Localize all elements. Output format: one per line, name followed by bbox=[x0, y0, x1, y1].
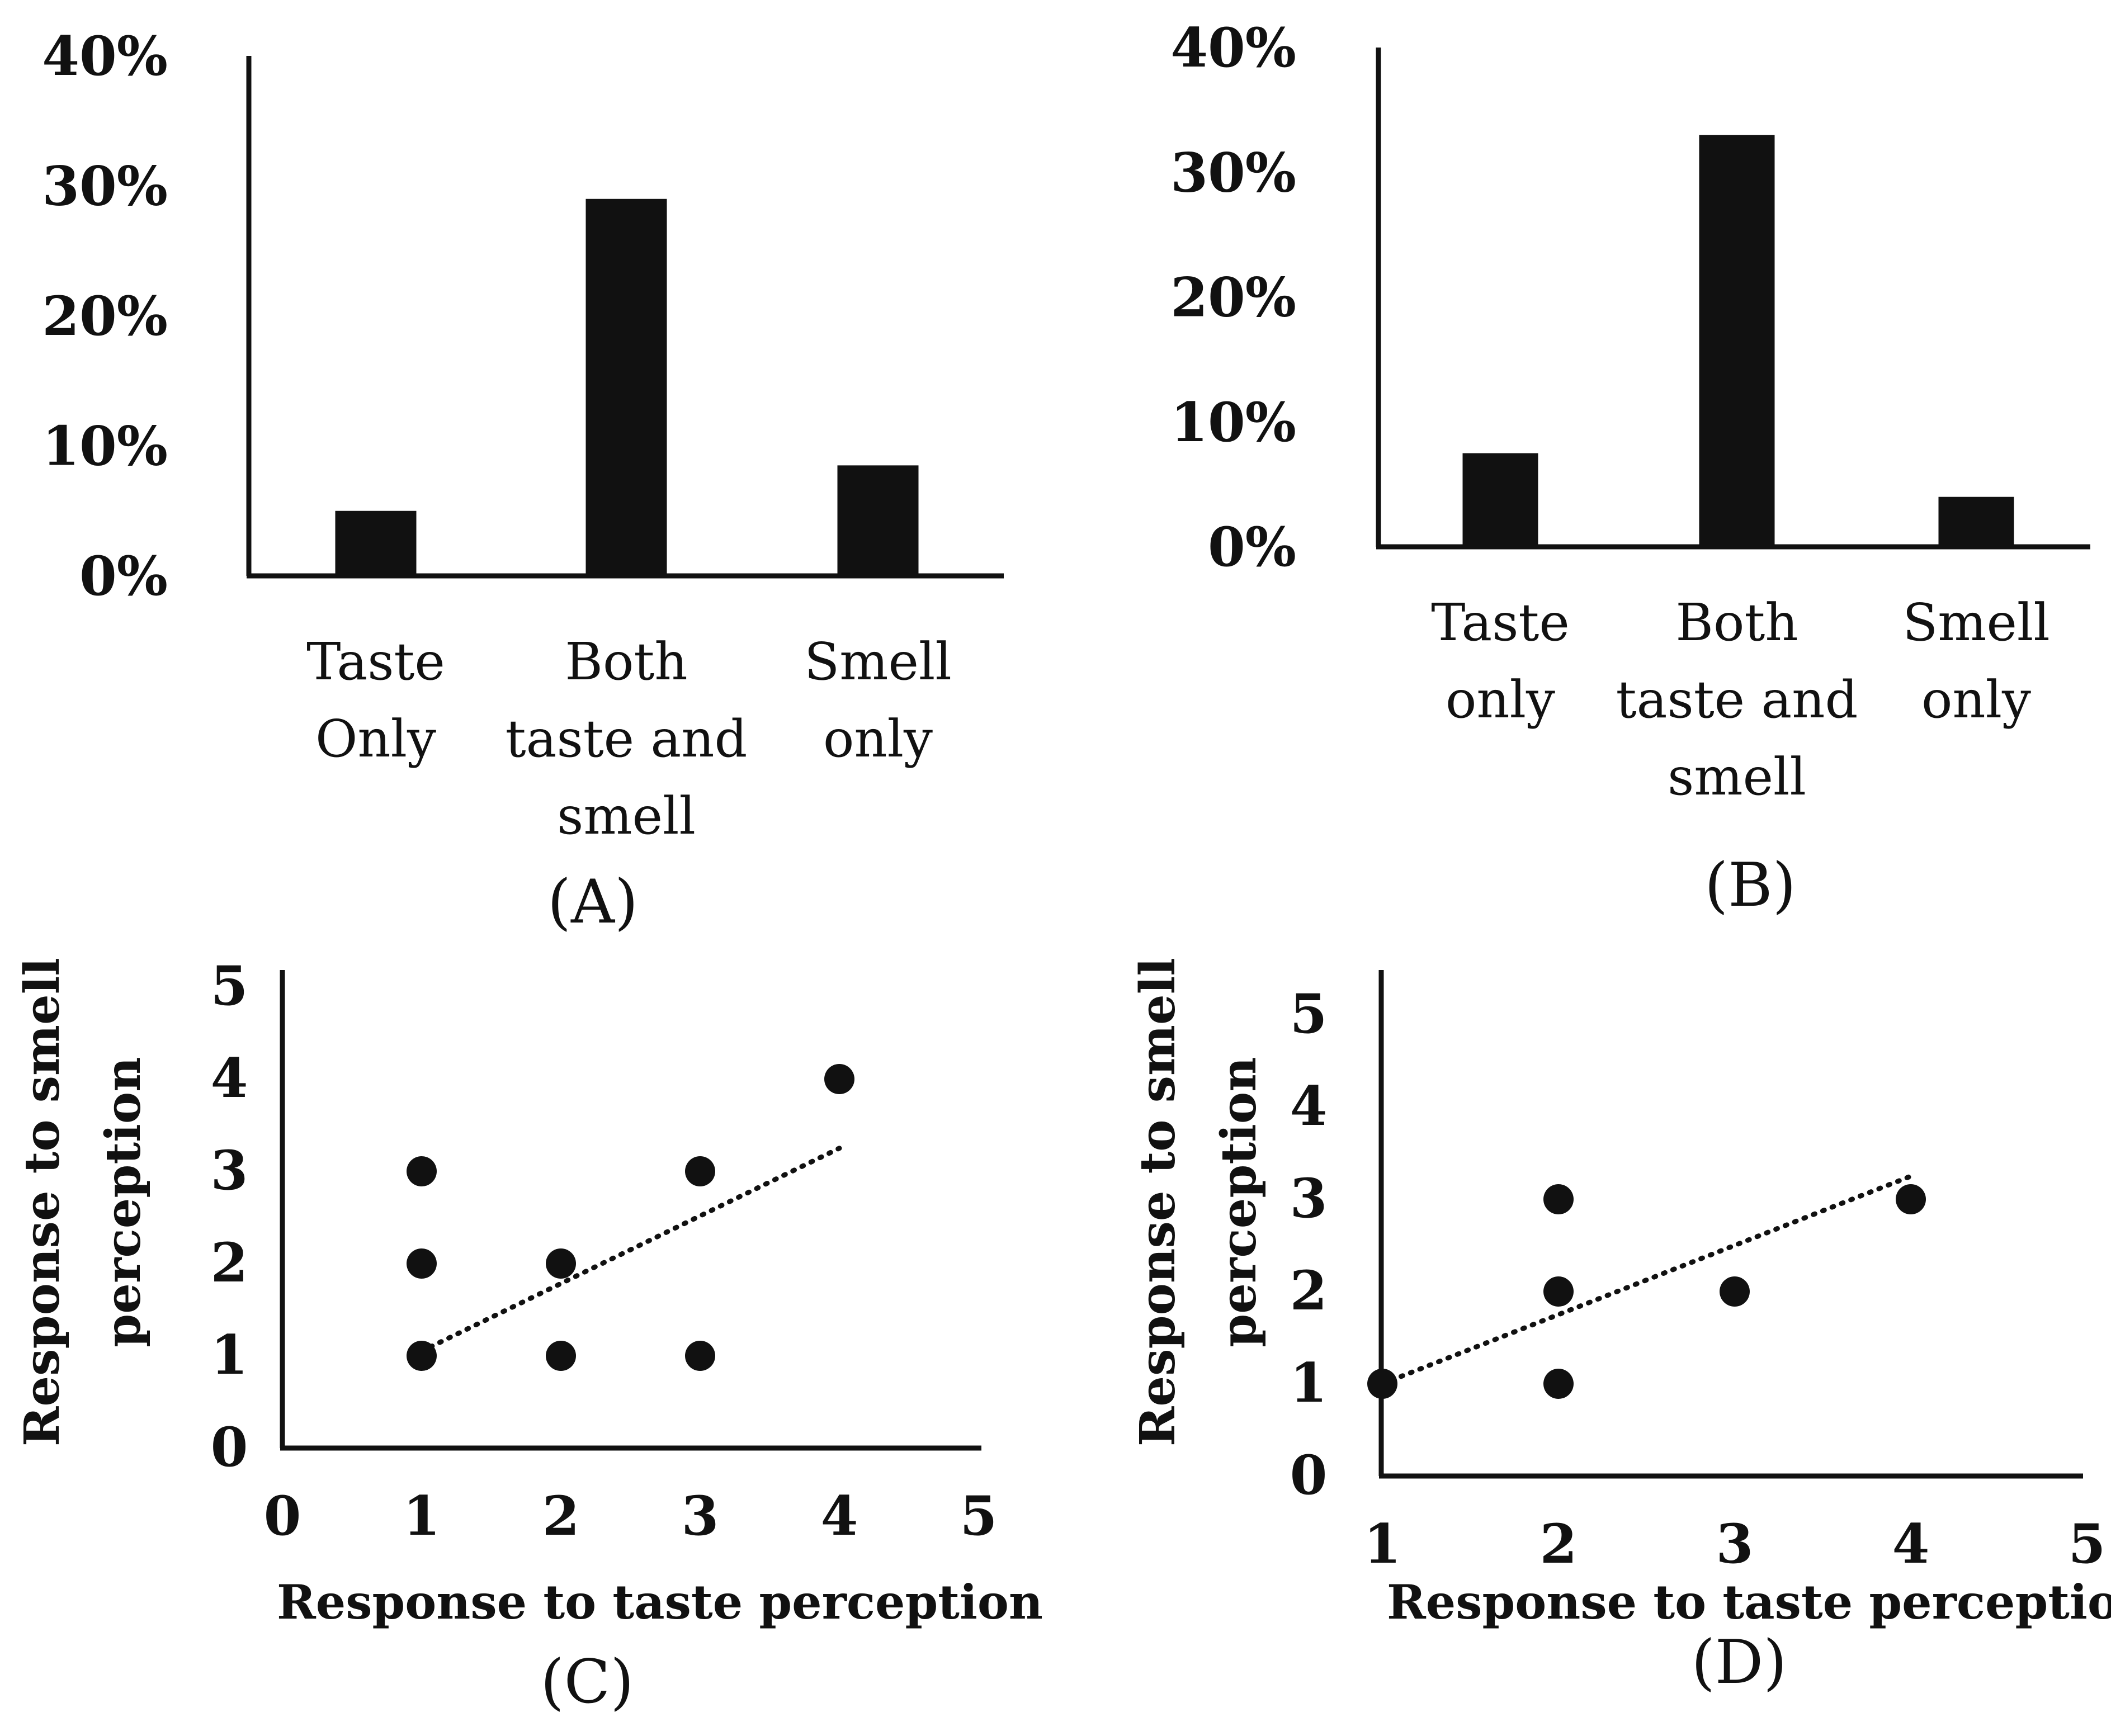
p3-x-axis-title: Response to taste perception bbox=[277, 1574, 1043, 1630]
p3-xtick-label: 3 bbox=[682, 1484, 719, 1548]
p3-ytick-label: 5 bbox=[211, 954, 248, 1018]
p1-category-label: Both bbox=[565, 632, 687, 692]
p4-y-axis-title: perception bbox=[1211, 1057, 1267, 1347]
p1-ytick-label: 20% bbox=[42, 285, 168, 348]
p4-ytick-label: 1 bbox=[1290, 1351, 1328, 1415]
p4-xtick-label: 2 bbox=[1540, 1512, 1578, 1576]
p1-category-label: Taste bbox=[306, 632, 445, 692]
p1-ytick-label: 10% bbox=[42, 415, 168, 478]
p4-y-axis-title: Response to smell bbox=[1130, 958, 1186, 1446]
p1-bar-3 bbox=[837, 465, 919, 576]
p4-point-2 bbox=[1543, 1369, 1574, 1399]
p2-bar-2 bbox=[1699, 135, 1775, 547]
p2-bar-3 bbox=[1938, 496, 2014, 547]
p2-panel-label: (B) bbox=[1704, 850, 1796, 920]
p4-panel-label: (D) bbox=[1692, 1628, 1787, 1697]
p3-point-1 bbox=[407, 1341, 437, 1371]
p3-y-axis-title: perception bbox=[95, 1057, 152, 1347]
p1-bar-1 bbox=[335, 510, 417, 576]
p3-point-4 bbox=[546, 1341, 576, 1371]
p4-ytick-label: 3 bbox=[1290, 1167, 1328, 1230]
p1-category-label: only bbox=[823, 709, 933, 769]
p3-ytick-label: 1 bbox=[211, 1323, 248, 1387]
p4-point-1 bbox=[1367, 1369, 1397, 1399]
p4-point-3 bbox=[1543, 1276, 1574, 1307]
p4-point-6 bbox=[1896, 1184, 1926, 1214]
p4-xtick-label: 4 bbox=[1892, 1512, 1930, 1576]
p2-ytick-label: 30% bbox=[1170, 141, 1296, 204]
p1-category-label: Smell bbox=[804, 632, 952, 692]
p3-xtick-label: 2 bbox=[542, 1484, 580, 1548]
p3-point-5 bbox=[546, 1248, 576, 1279]
p1-category-label: smell bbox=[557, 786, 696, 846]
p2-category-label: only bbox=[1921, 670, 2031, 730]
p2-category-label: Both bbox=[1675, 593, 1798, 652]
p2-ytick-label: 40% bbox=[1170, 16, 1296, 79]
p3-xtick-label: 1 bbox=[403, 1484, 441, 1548]
p3-point-3 bbox=[407, 1156, 437, 1186]
p2-ytick-label: 10% bbox=[1170, 391, 1296, 454]
p2-ytick-label: 20% bbox=[1170, 266, 1296, 329]
p2-bar-1 bbox=[1462, 453, 1538, 547]
p3-xtick-label: 0 bbox=[264, 1484, 301, 1548]
p1-bar-2 bbox=[585, 198, 667, 576]
p2-category-label: Smell bbox=[1902, 593, 2050, 652]
p3-point-7 bbox=[685, 1156, 715, 1186]
p4-point-4 bbox=[1543, 1184, 1574, 1214]
p4-ytick-label: 5 bbox=[1290, 982, 1328, 1046]
p2-ytick-label: 0% bbox=[1208, 515, 1296, 579]
p4-xtick-label: 1 bbox=[1364, 1512, 1401, 1576]
p3-y-axis-title: Response to smell bbox=[14, 958, 70, 1446]
p2-category-label: only bbox=[1446, 670, 1555, 730]
p4-ytick-label: 2 bbox=[1290, 1259, 1328, 1322]
p1-category-label: taste and bbox=[506, 709, 748, 769]
p3-xtick-label: 5 bbox=[960, 1484, 998, 1548]
p3-ytick-label: 2 bbox=[211, 1231, 248, 1294]
p2-category-label: Taste bbox=[1431, 593, 1570, 652]
p1-panel-label: (A) bbox=[547, 867, 638, 937]
p3-point-2 bbox=[407, 1248, 437, 1279]
p4-xtick-label: 3 bbox=[1716, 1512, 1754, 1576]
p1-category-label: Only bbox=[315, 709, 436, 769]
p3-panel-label: (C) bbox=[541, 1647, 634, 1717]
p2-category-label: taste and bbox=[1616, 670, 1858, 730]
p3-ytick-label: 4 bbox=[211, 1047, 248, 1110]
p1-ytick-label: 0% bbox=[79, 545, 168, 608]
p3-point-6 bbox=[685, 1341, 715, 1371]
p4-trendline bbox=[1380, 1174, 1914, 1387]
p4-xtick-label: 5 bbox=[2069, 1512, 2106, 1576]
p1-ytick-label: 30% bbox=[42, 155, 168, 218]
p3-point-8 bbox=[824, 1064, 854, 1094]
p3-xtick-label: 4 bbox=[821, 1484, 858, 1548]
p4-point-5 bbox=[1720, 1276, 1750, 1307]
p2-category-label: smell bbox=[1668, 747, 1806, 807]
p4-x-axis-title: Response to taste perception bbox=[1387, 1574, 2111, 1630]
p4-ytick-label: 4 bbox=[1290, 1075, 1328, 1138]
p1-ytick-label: 40% bbox=[42, 25, 168, 88]
p3-ytick-label: 0 bbox=[211, 1416, 248, 1479]
p4-ytick-label: 0 bbox=[1290, 1444, 1328, 1507]
p3-trendline bbox=[419, 1146, 842, 1354]
p3-ytick-label: 3 bbox=[211, 1139, 248, 1202]
